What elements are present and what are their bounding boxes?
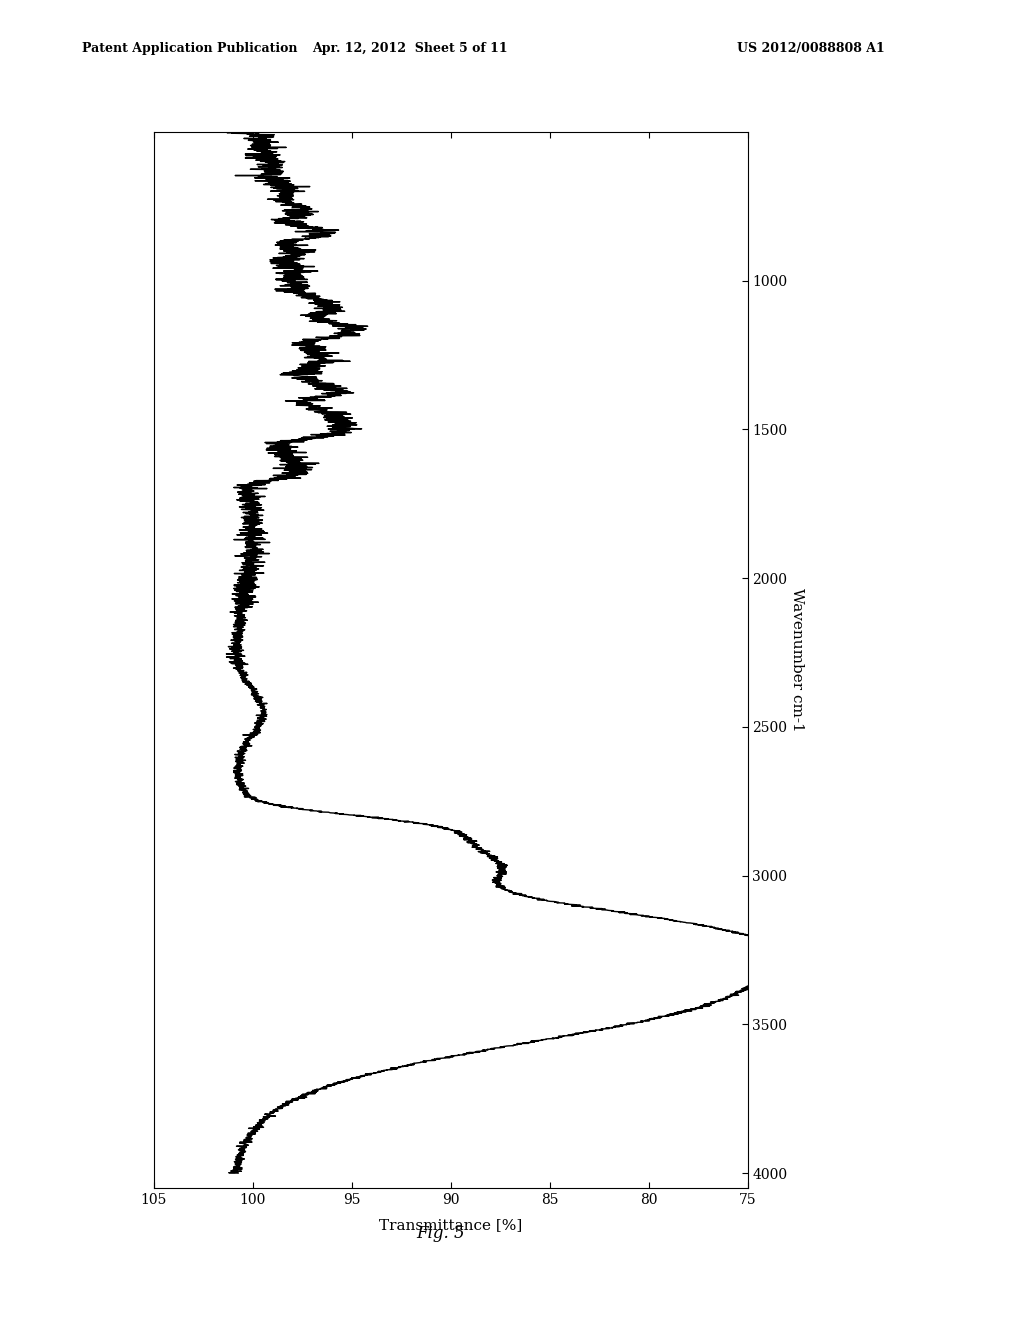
Text: Fig. 5: Fig. 5 xyxy=(416,1225,465,1242)
Text: Apr. 12, 2012  Sheet 5 of 11: Apr. 12, 2012 Sheet 5 of 11 xyxy=(311,42,508,55)
X-axis label: Transmittance [%]: Transmittance [%] xyxy=(379,1218,522,1232)
Text: US 2012/0088808 A1: US 2012/0088808 A1 xyxy=(737,42,885,55)
Text: Patent Application Publication: Patent Application Publication xyxy=(82,42,297,55)
Y-axis label: Wavenumber cm-1: Wavenumber cm-1 xyxy=(791,589,804,731)
